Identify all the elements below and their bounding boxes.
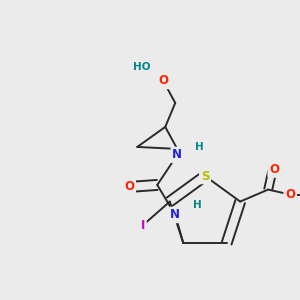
Text: O: O	[285, 188, 295, 201]
Text: H: H	[195, 142, 204, 152]
Text: N: N	[170, 208, 180, 221]
Text: O: O	[124, 180, 134, 194]
Text: O: O	[158, 74, 168, 87]
Text: S: S	[201, 169, 209, 182]
Text: H: H	[193, 200, 202, 210]
Text: N: N	[172, 148, 182, 161]
Text: O: O	[269, 163, 279, 176]
Text: HO: HO	[133, 62, 150, 72]
Text: I: I	[141, 219, 145, 232]
